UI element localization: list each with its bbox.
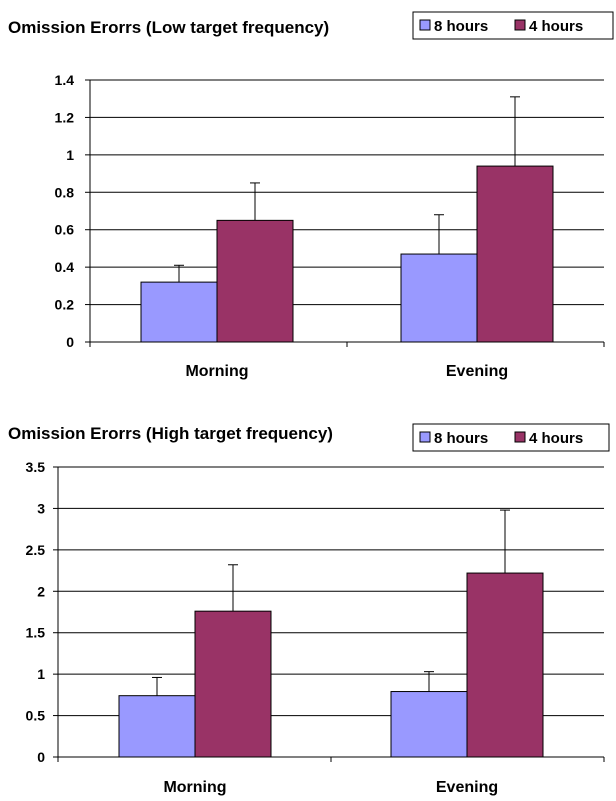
legend-swatch	[419, 19, 431, 31]
category-label: Morning	[185, 363, 248, 380]
legend: 8 hours 4 hours	[412, 423, 610, 452]
legend-label: 8 hours	[434, 18, 488, 35]
bar-morning-8h	[118, 695, 196, 758]
y-tick-label: 1	[37, 666, 45, 682]
y-tick-label: 0.8	[55, 184, 75, 200]
y-tick-label: 1	[66, 147, 74, 163]
bar-evening-8h	[400, 253, 478, 343]
category-label: Evening	[436, 779, 498, 796]
y-tick-label: 0	[66, 334, 74, 350]
y-tick-label: 0.6	[55, 222, 75, 238]
legend-box	[412, 11, 614, 40]
y-tick-label: 0	[37, 749, 45, 765]
bar-evening-4h	[476, 165, 554, 343]
bar-morning-8h	[140, 281, 218, 343]
bar-evening-8h	[390, 691, 468, 758]
category-label: Evening	[446, 363, 508, 380]
y-tick-label: 1.2	[55, 109, 75, 125]
y-tick-label: 3.5	[26, 459, 46, 475]
y-tick-label: 1.4	[55, 72, 75, 88]
y-tick-label: 2.5	[26, 542, 46, 558]
bar-morning-4h	[194, 610, 272, 758]
y-tick-label: 0.4	[55, 259, 75, 275]
legend-swatch	[514, 431, 526, 443]
legend-label: 8 hours	[434, 430, 488, 447]
chart-title: Omission Erorrs (High target frequency)	[8, 424, 333, 443]
y-tick-label: 1.5	[26, 625, 46, 641]
bar-morning-4h	[216, 219, 294, 343]
bar-evening-4h	[466, 572, 544, 758]
y-tick-label: 2	[37, 583, 45, 599]
legend-box	[412, 423, 610, 452]
y-tick-label: 0.5	[26, 708, 46, 724]
legend-label: 4 hours	[529, 430, 583, 447]
y-tick-label: 3	[37, 500, 45, 516]
category-label: Morning	[163, 779, 226, 796]
chart-2: Omission Erorrs (High target frequency) 8…	[8, 423, 610, 796]
legend-swatch	[419, 431, 431, 443]
legend-label: 4 hours	[529, 18, 583, 35]
chart-title: Omission Erorrs (Low target frequency)	[8, 18, 329, 37]
y-tick-label: 0.2	[55, 297, 75, 313]
legend-swatch	[514, 19, 526, 31]
legend: 8 hours 4 hours	[412, 11, 614, 40]
chart-1: Omission Erorrs (Low target frequency) 8 …	[8, 11, 614, 380]
